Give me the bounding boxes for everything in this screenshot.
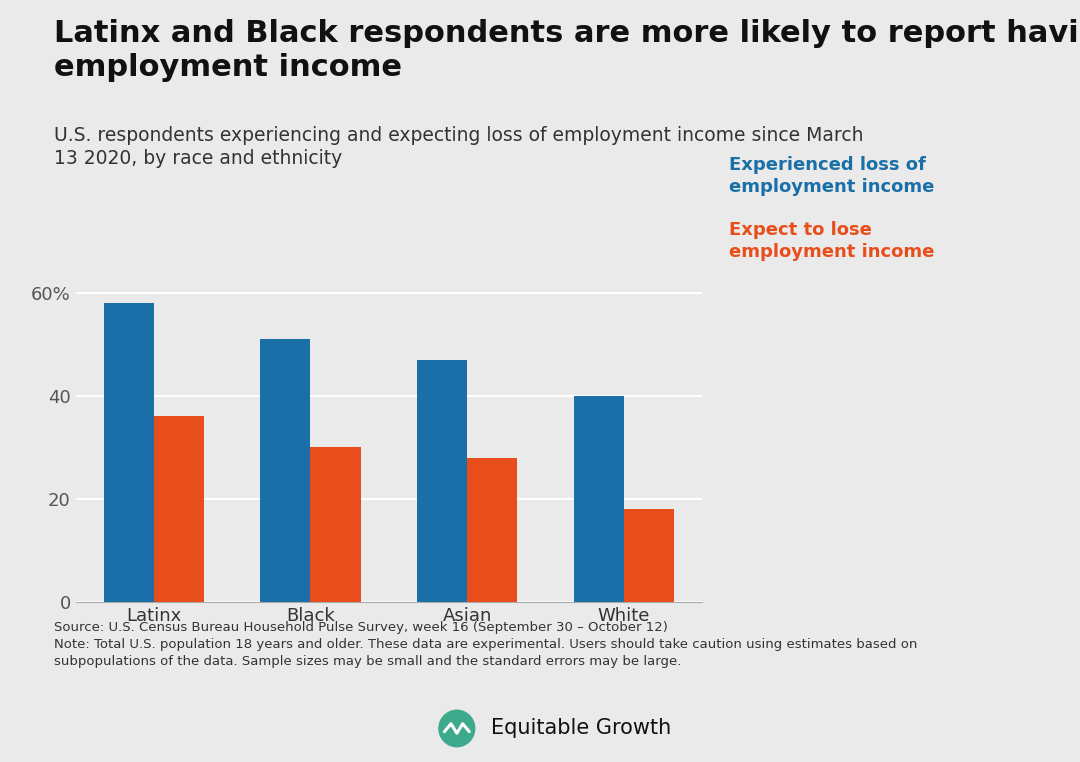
Bar [311,447,361,602]
Bar [153,416,204,602]
Text: Expect to lose
employment income: Expect to lose employment income [729,221,934,261]
Text: Experienced loss of
employment income: Experienced loss of employment income [729,156,934,197]
Text: Source: U.S. Census Bureau Household Pulse Survey, week 16 (September 30 – Octob: Source: U.S. Census Bureau Household Pul… [54,621,917,668]
Bar [417,360,467,602]
Ellipse shape [438,710,475,747]
Bar [260,339,311,602]
Bar [467,458,517,602]
Bar [623,509,674,602]
Bar [104,303,153,602]
Text: Equitable Growth: Equitable Growth [491,719,672,738]
Text: U.S. respondents experiencing and expecting loss of employment income since Marc: U.S. respondents experiencing and expect… [54,126,864,168]
Text: Latinx and Black respondents are more likely to report having lost
employment in: Latinx and Black respondents are more li… [54,19,1080,82]
Bar [573,395,623,602]
